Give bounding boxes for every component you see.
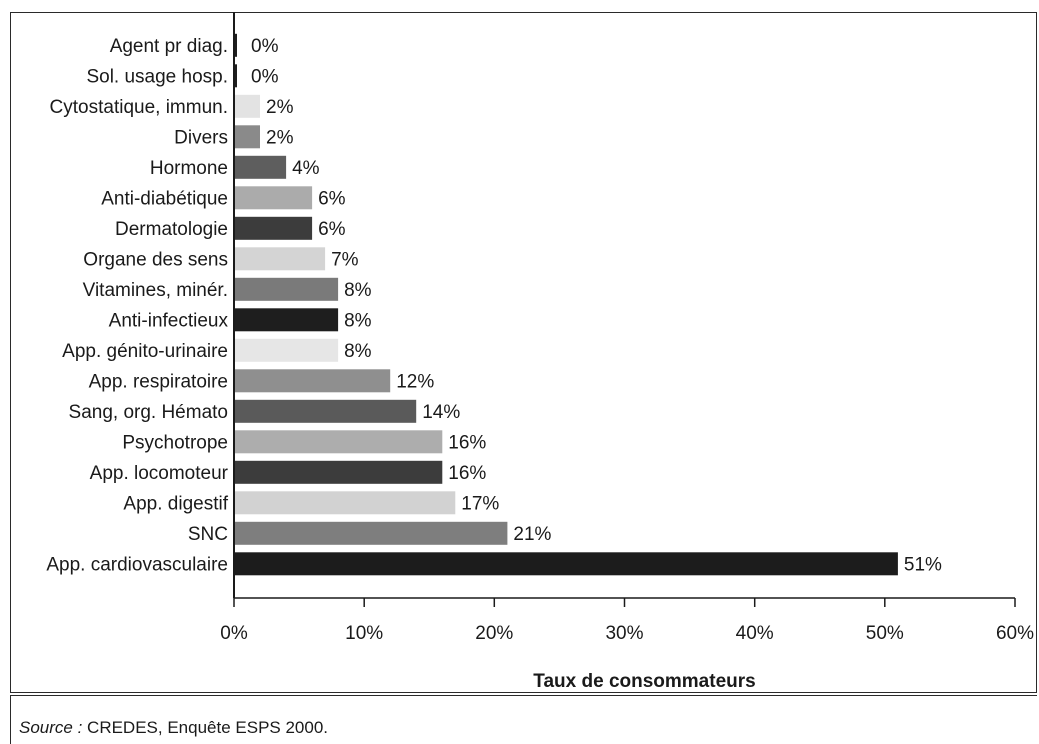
value-label: 0% [251,66,279,87]
source-text: CREDES, Enquête ESPS 2000. [82,718,329,737]
category-label: Agent pr diag. [110,36,228,57]
value-label: 6% [318,219,346,240]
bar [234,338,339,362]
value-label: 17% [461,493,499,514]
value-label: 21% [513,524,551,545]
category-label: Anti-infectieux [109,310,229,331]
bar [234,521,508,545]
x-tick-label: 10% [345,623,383,644]
value-label: 7% [331,249,359,270]
bar [234,155,287,179]
bar [234,308,339,332]
x-tick-label: 40% [736,623,774,644]
x-tick-label: 0% [220,623,248,644]
bar [234,125,260,149]
value-label: 16% [448,432,486,453]
category-label: Dermatologie [115,219,228,240]
x-tick-label: 30% [605,623,643,644]
x-tick-label: 20% [475,623,513,644]
category-labels-group: Agent pr diag. Sol. usage hosp. Cytostatiq… [46,36,229,575]
category-label: Hormone [150,158,228,179]
category-label: Sang, org. Hémato [69,402,228,423]
source-box [10,695,1037,744]
category-label: SNC [188,524,228,545]
category-label: Sol. usage hosp. [86,66,228,87]
category-label: Divers [174,127,228,148]
category-label: Psychotrope [122,432,228,453]
value-label: 14% [422,402,460,423]
value-label: 16% [448,463,486,484]
category-label: Organe des sens [83,249,228,270]
bar [234,552,898,576]
x-ticks-group: 0% 10% 20% 30% 40% 50% 60% [220,598,1034,644]
bar [234,33,237,57]
bar [234,94,260,118]
x-axis-title: Taux de consommateurs [533,671,755,692]
value-label: 8% [344,341,372,362]
bar [234,460,443,484]
x-tick-label: 60% [996,623,1034,644]
value-label: 2% [266,97,294,118]
bars-group [234,33,898,576]
category-label: Cytostatique, immun. [50,97,228,118]
category-label: App. respiratoire [89,371,228,392]
category-label: Anti-diabétique [101,188,228,209]
bar [234,399,417,423]
bar [234,430,443,454]
bar [234,216,313,240]
bar [234,247,326,271]
value-label: 51% [904,554,942,575]
value-label: 0% [251,36,279,57]
value-label: 2% [266,127,294,148]
bar [234,64,237,88]
category-label: App. digestif [123,493,228,514]
source-note: Source : CREDES, Enquête ESPS 2000. [19,718,328,738]
bar-chart: Agent pr diag. Sol. usage hosp. Cytostatiq… [46,12,1034,692]
bar [234,277,339,301]
category-label: App. locomoteur [90,463,229,484]
value-label: 12% [396,371,434,392]
value-label: 8% [344,280,372,301]
bar [234,186,313,210]
category-label: Vitamines, minér. [83,280,228,301]
bar [234,369,391,393]
source-label: Source : [19,718,83,737]
category-label: App. génito-urinaire [62,341,228,362]
value-labels-group: 0% 0% 2% 2% 4% 6% 6% 7% 8% 8% 8% 12% 14% 16% 16% 17% 21%… [251,36,942,575]
category-label: App. cardiovasculaire [46,554,228,575]
x-tick-label: 50% [866,623,904,644]
value-label: 8% [344,310,372,331]
value-label: 4% [292,158,320,179]
value-label: 6% [318,188,346,209]
bar [234,491,456,515]
chart-frame [10,12,1037,693]
